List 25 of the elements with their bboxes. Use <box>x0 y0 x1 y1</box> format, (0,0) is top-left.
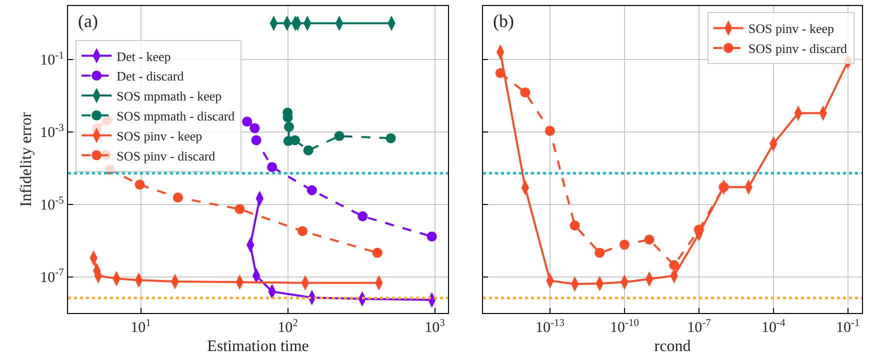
x-tick-label: 10$^{-1}$ <box>836 318 860 336</box>
legend-label: Det - keep <box>116 48 171 64</box>
x-tick-label: 10$^{1}$ <box>130 318 151 336</box>
legend-label: SOS pinv - discard <box>116 148 216 164</box>
x-tick-label: 10$^{2}$ <box>278 318 298 336</box>
x-axis-title: rcond <box>654 338 691 355</box>
legend-label: SOS mpmath - discard <box>116 108 236 124</box>
legend-label: SOS mpmath - keep <box>116 88 222 104</box>
legend-label: SOS pinv - keep <box>116 128 202 144</box>
y-tick-label: 10$^{-5}$ <box>40 195 64 214</box>
y-tick-label: 10$^{-1}$ <box>40 50 64 69</box>
legend-label: SOS pinv - keep <box>748 21 834 36</box>
legend-label: Det - discard <box>116 68 184 84</box>
x-tick-label: 10$^{-7}$ <box>687 318 711 336</box>
x-axis-title: Estimation time <box>207 338 309 355</box>
y-axis-title: Infidelity error <box>18 112 36 207</box>
annotation: (b) <box>493 11 514 31</box>
y-tick-label: 10$^{-3}$ <box>40 122 64 142</box>
x-tick-label: 10$^{3}$ <box>424 318 445 336</box>
x-tick-label: 10$^{-4}$ <box>762 318 786 336</box>
y-tick-label: 10$^{-7}$ <box>40 268 64 286</box>
legend-label: SOS pinv - discard <box>748 41 848 56</box>
x-tick-label: 10$^{-10}$ <box>610 318 639 336</box>
x-tick-label: 10$^{-13}$ <box>536 318 564 336</box>
annotation: (a) <box>78 11 98 31</box>
